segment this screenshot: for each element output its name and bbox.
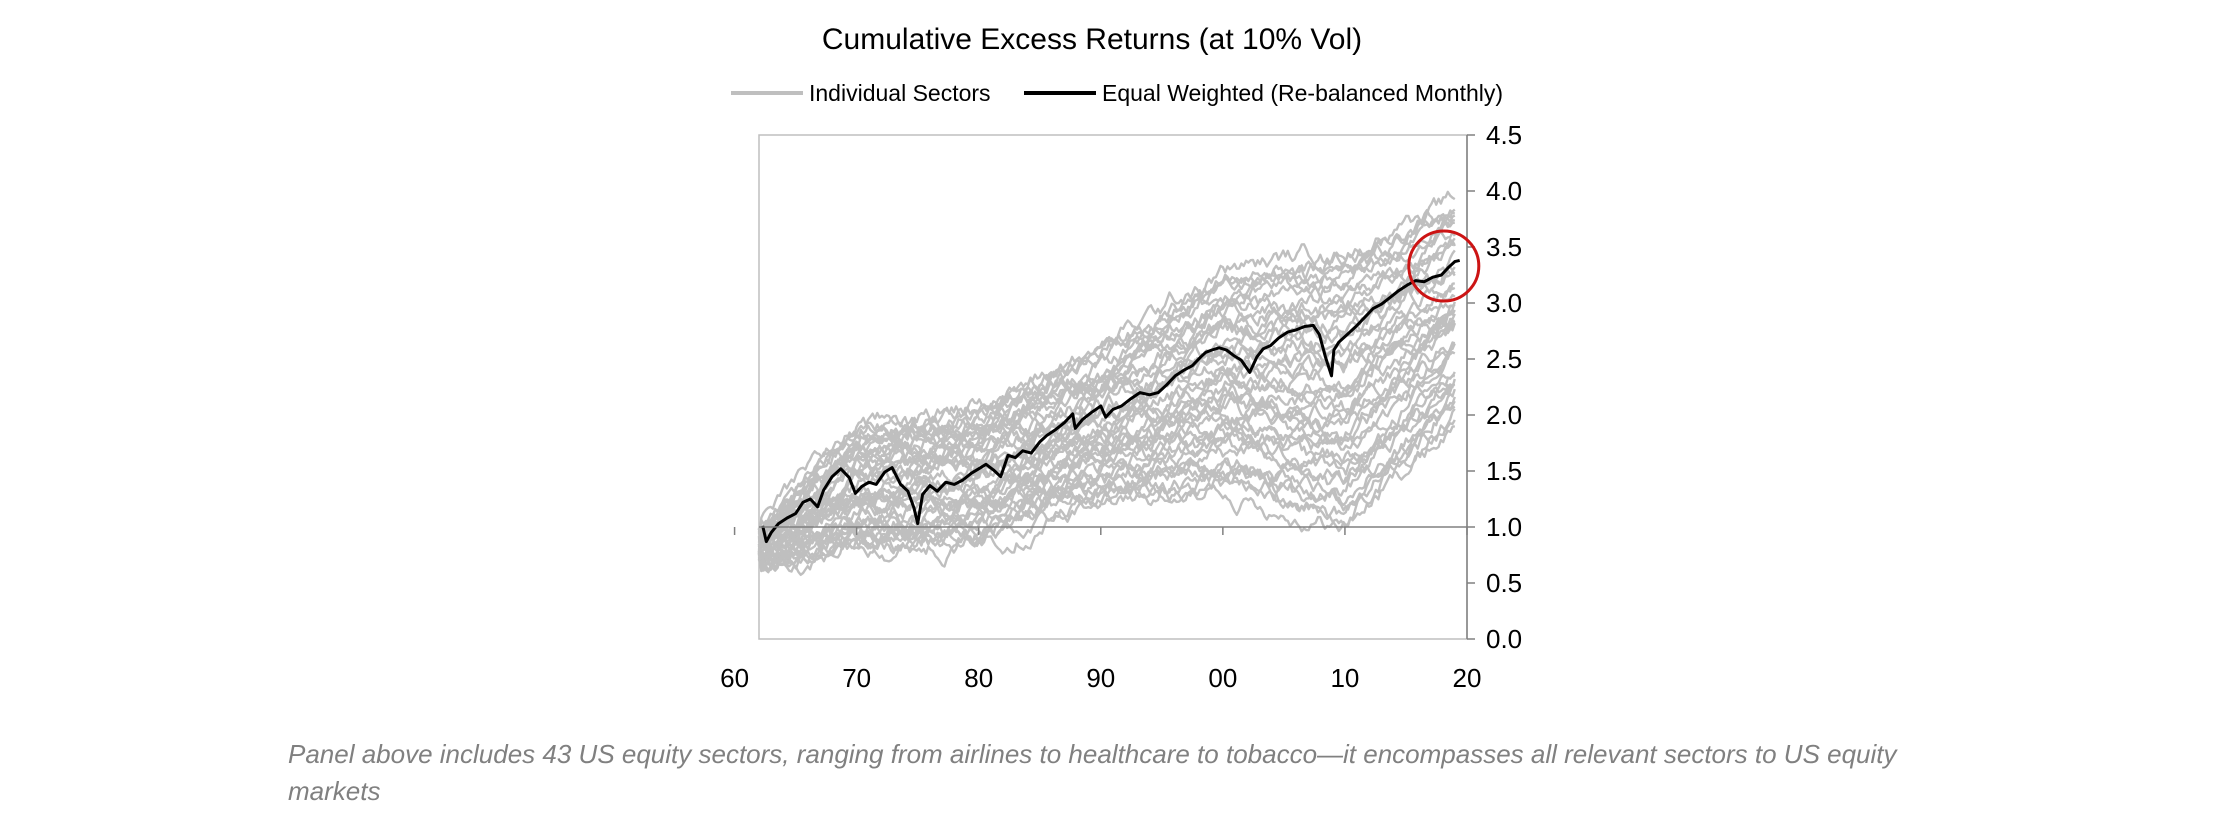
y-tick-label: 1.0 [1486,512,1522,542]
y-tick-label: 3.0 [1486,288,1522,318]
sector-line [757,221,1455,539]
y-tick-label: 0.5 [1486,568,1522,598]
y-tick-label: 3.5 [1486,232,1522,262]
x-axis: 60 70 80 90 00 10 20 [720,526,1482,693]
legend-label-individual-sectors: Individual Sectors [809,80,991,106]
y-tick-label: 4.5 [1486,120,1522,150]
equal-weighted-line-group [761,258,1461,544]
highlight-circle [1407,229,1481,303]
sector-line [757,321,1456,556]
x-tick-label: 00 [1208,663,1237,693]
sector-lines-group [757,190,1456,576]
x-tick-label: 60 [720,663,749,693]
sector-line [757,341,1456,555]
sector-line [757,208,1456,555]
y-tick-label: 2.0 [1486,400,1522,430]
sector-line [757,408,1456,572]
x-tick-label: 70 [842,663,871,693]
x-tick-label: 20 [1453,663,1482,693]
y-tick-label: 0.0 [1486,624,1522,654]
x-tick-label: 80 [964,663,993,693]
sector-line [757,342,1455,572]
sector-line [757,190,1456,534]
legend-label-equal-weighted: Equal Weighted (Re-balanced Monthly) [1102,80,1503,106]
chart-title: Cumulative Excess Returns (at 10% Vol) [822,23,1362,56]
sector-line [757,309,1456,546]
annotations [1407,229,1481,303]
y-tick-label: 2.5 [1486,344,1522,374]
sector-line [757,388,1456,566]
equal-weighted-line [761,258,1461,544]
y-tick-label: 1.5 [1486,456,1522,486]
sector-line [757,346,1456,561]
sector-line [757,208,1456,553]
sector-line [757,213,1456,543]
y-tick-label: 4.0 [1486,176,1522,206]
x-tick-label: 90 [1086,663,1115,693]
chart-footnote: Panel above includes 43 US equity sector… [288,739,1897,806]
y-axis: 0.0 0.5 1.0 1.5 2.0 2.5 3.0 3.5 4.0 4.5 [1466,120,1522,654]
legend: Individual Sectors Equal Weighted (Re-ba… [731,80,1503,106]
sector-line [757,383,1456,572]
x-tick-label: 10 [1330,663,1359,693]
